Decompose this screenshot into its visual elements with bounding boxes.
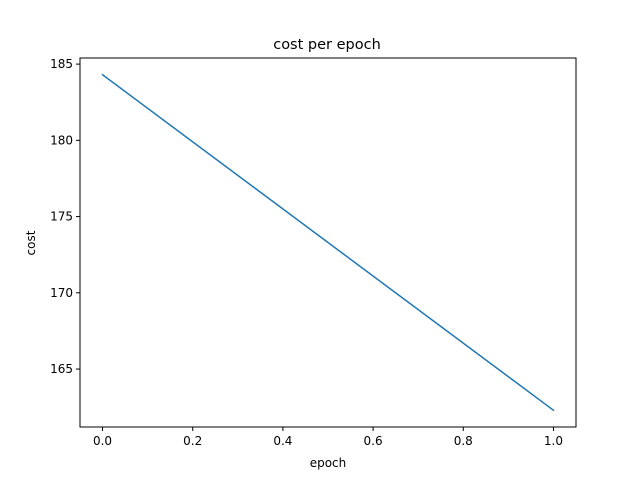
- line-layer: [101, 73, 555, 412]
- plot-frame: [79, 57, 577, 428]
- x-tick-label: 0.6: [364, 434, 383, 448]
- x-tick-label: 0.0: [93, 434, 112, 448]
- x-tick-label: 1.0: [544, 434, 563, 448]
- y-tick-label: 175: [50, 210, 73, 224]
- y-axis-ticks: 165 170 175 180 185: [50, 57, 80, 376]
- x-axis-ticks: 0.0 0.2 0.4 0.6 0.8 1.0: [93, 427, 563, 448]
- y-tick-label: 180: [50, 133, 73, 147]
- chart-title: cost per epoch: [273, 37, 381, 53]
- series-line: [101, 73, 555, 412]
- y-tick-label: 170: [50, 286, 73, 300]
- y-tick-label: 185: [50, 57, 73, 71]
- x-axis-title: epoch: [310, 456, 347, 470]
- x-tick-label: 0.2: [183, 434, 202, 448]
- x-tick-label: 0.8: [454, 434, 473, 448]
- x-tick-label: 0.4: [273, 434, 292, 448]
- y-tick-label: 165: [50, 362, 73, 376]
- y-axis-title: cost: [24, 230, 38, 255]
